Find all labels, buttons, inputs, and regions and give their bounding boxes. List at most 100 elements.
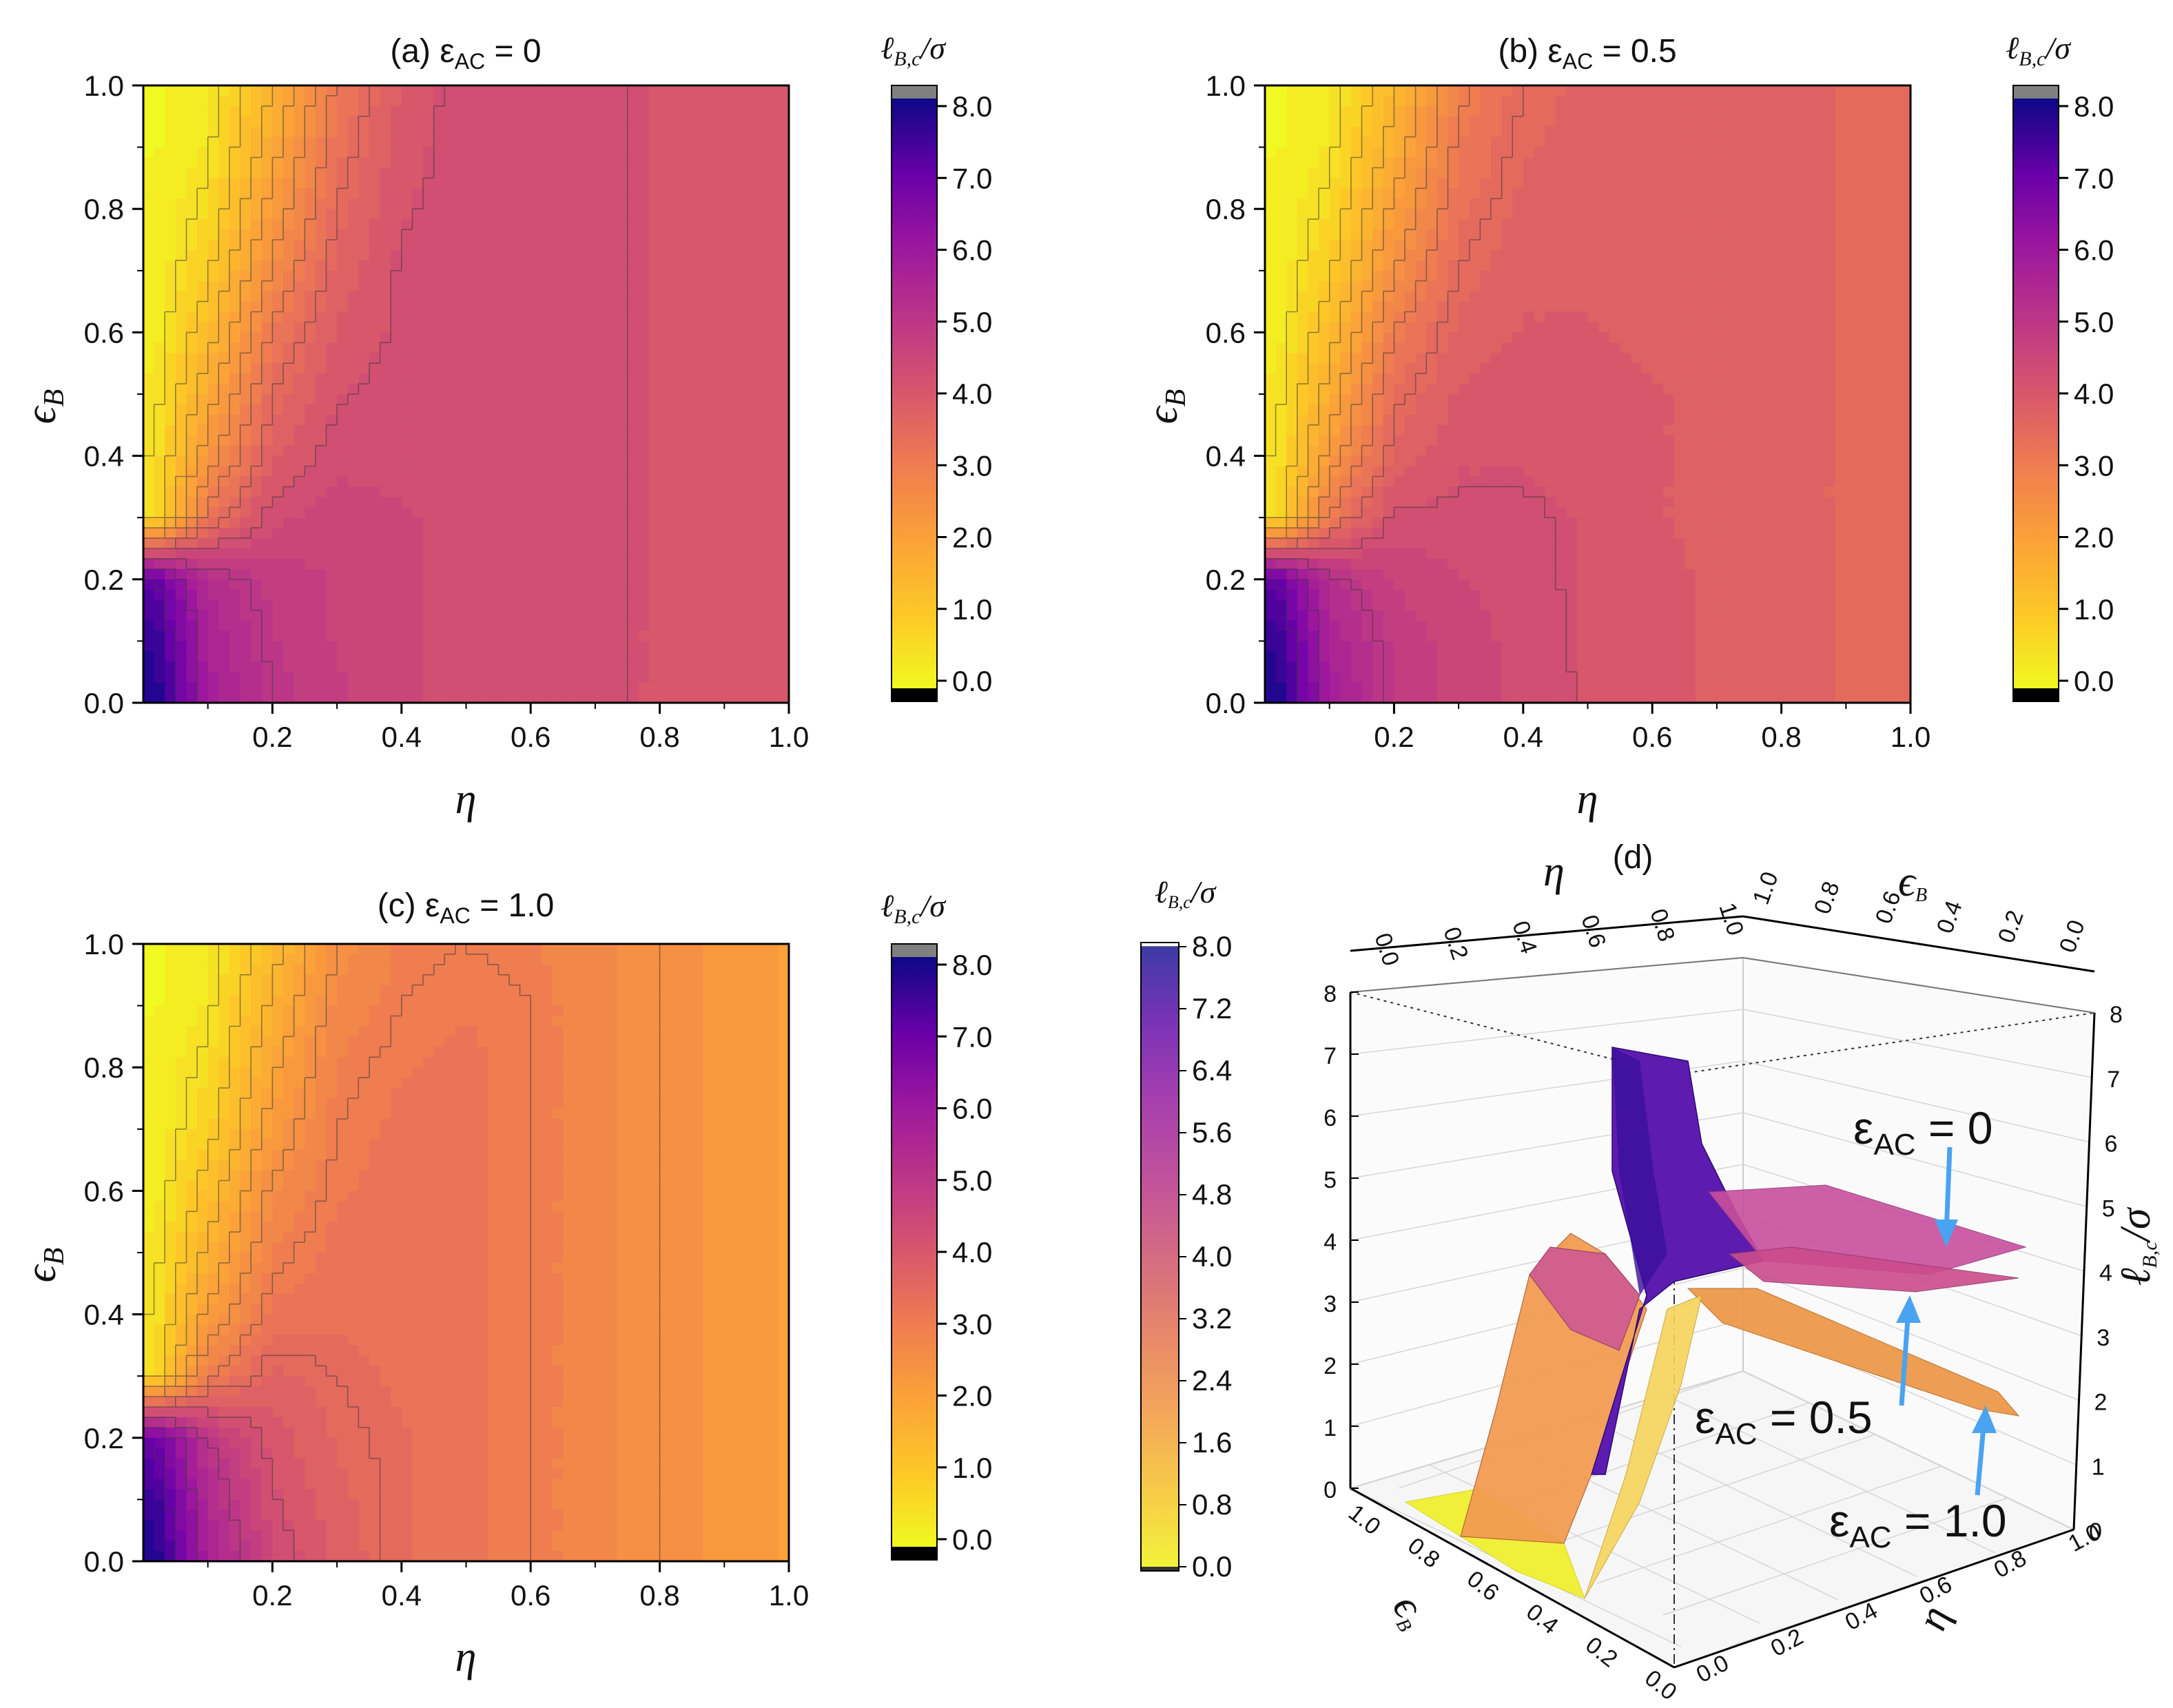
heat-cell bbox=[1426, 95, 1438, 107]
heat-cell bbox=[734, 342, 747, 354]
heat-cell bbox=[412, 548, 424, 559]
heat-cell bbox=[648, 188, 661, 200]
heat-cell bbox=[627, 116, 639, 127]
heat-cell bbox=[692, 188, 703, 200]
heat-cell bbox=[595, 630, 607, 642]
heat-cell bbox=[347, 280, 360, 292]
heat-cell bbox=[1856, 188, 1868, 200]
heat-cell bbox=[455, 291, 467, 302]
heat-cell bbox=[391, 249, 402, 261]
heat-cell bbox=[1394, 188, 1405, 200]
heat-cell bbox=[756, 620, 768, 632]
heat-cell bbox=[358, 599, 370, 611]
heat-cell bbox=[240, 219, 251, 230]
heat-cell bbox=[1265, 178, 1277, 189]
heat-cell bbox=[745, 311, 757, 323]
heat-cell bbox=[508, 209, 521, 220]
heat-cell bbox=[466, 240, 477, 251]
heat-cell bbox=[293, 548, 306, 559]
heat-cell bbox=[767, 126, 779, 138]
heat-cell bbox=[1846, 198, 1857, 209]
heat-cell bbox=[272, 249, 284, 261]
heat-cell bbox=[218, 363, 230, 374]
heat-cell bbox=[552, 476, 564, 488]
heat-cell bbox=[1856, 198, 1868, 209]
heat-cell bbox=[1512, 260, 1524, 271]
heat-cell bbox=[670, 651, 682, 663]
heat-cell bbox=[1867, 188, 1879, 200]
heat-cell bbox=[1641, 126, 1653, 138]
heat-cell bbox=[466, 270, 477, 282]
heat-cell bbox=[1706, 95, 1718, 107]
heat-cell bbox=[1598, 116, 1610, 127]
heat-cell bbox=[175, 270, 187, 282]
heat-cell bbox=[315, 260, 327, 271]
heat-cell bbox=[573, 651, 586, 663]
heat-cell bbox=[1835, 126, 1847, 138]
heat-cell bbox=[627, 517, 639, 528]
x-tick-label: 0.2 bbox=[252, 721, 292, 753]
heat-cell bbox=[175, 178, 187, 189]
heat-cell bbox=[315, 301, 327, 313]
heat-cell bbox=[531, 178, 542, 189]
heat-cell bbox=[552, 486, 564, 498]
heat-cell bbox=[1749, 157, 1761, 169]
heat-cell bbox=[1641, 178, 1653, 189]
heat-cell bbox=[519, 322, 531, 333]
heat-cell bbox=[638, 353, 650, 364]
heat-cell bbox=[315, 579, 327, 590]
heat-cell bbox=[165, 384, 176, 395]
heat-cell bbox=[391, 280, 402, 292]
heat-cell bbox=[1824, 126, 1836, 138]
heat-cell bbox=[1394, 280, 1405, 292]
heat-cell bbox=[186, 332, 198, 344]
heat-cell bbox=[778, 353, 789, 364]
heat-cell bbox=[1394, 291, 1405, 302]
heat-cell bbox=[531, 641, 542, 652]
heat-cell bbox=[1878, 291, 1890, 302]
heat-cell bbox=[670, 178, 682, 189]
heat-cell bbox=[1738, 260, 1750, 271]
heat-cell bbox=[617, 682, 628, 693]
heat-cell bbox=[1566, 188, 1578, 200]
heat-cell bbox=[1469, 219, 1481, 230]
heat-cell bbox=[1566, 178, 1578, 189]
heat-cell bbox=[1319, 116, 1330, 127]
heat-cell bbox=[165, 630, 176, 642]
heat-cell bbox=[627, 528, 639, 539]
heat-cell bbox=[423, 404, 435, 415]
heat-cell bbox=[369, 116, 381, 127]
heat-cell bbox=[358, 291, 370, 302]
heat-cell bbox=[1480, 198, 1492, 209]
heat-cell bbox=[175, 435, 187, 446]
heat-cell bbox=[648, 599, 661, 611]
heat-cell bbox=[401, 342, 413, 354]
heat-cell bbox=[165, 589, 176, 601]
heat-cell bbox=[703, 95, 714, 107]
heat-cell bbox=[1576, 270, 1589, 282]
heat-cell bbox=[756, 260, 768, 271]
heat-cell bbox=[584, 188, 596, 200]
heat-cell bbox=[1405, 291, 1417, 302]
heat-cell bbox=[315, 497, 327, 508]
heat-cell bbox=[315, 414, 327, 426]
heat-cell bbox=[143, 589, 155, 601]
heat-cell bbox=[165, 661, 176, 672]
heat-cell bbox=[767, 384, 779, 395]
heat-cell bbox=[455, 353, 467, 364]
heat-cell bbox=[1587, 147, 1599, 158]
heat-cell bbox=[305, 85, 316, 96]
heat-cell bbox=[778, 301, 789, 313]
heat-cell bbox=[508, 538, 521, 549]
heat-cell bbox=[1350, 301, 1363, 313]
heat-cell bbox=[1738, 126, 1750, 138]
heat-cell bbox=[1835, 188, 1847, 200]
heat-cell bbox=[423, 424, 435, 436]
heat-cell bbox=[1566, 229, 1578, 240]
heat-cell bbox=[154, 528, 166, 539]
heat-cell bbox=[369, 692, 381, 703]
heat-cell bbox=[455, 517, 467, 528]
heat-cell bbox=[584, 558, 596, 570]
heat-cell bbox=[1802, 136, 1815, 148]
heat-cell bbox=[617, 435, 628, 446]
